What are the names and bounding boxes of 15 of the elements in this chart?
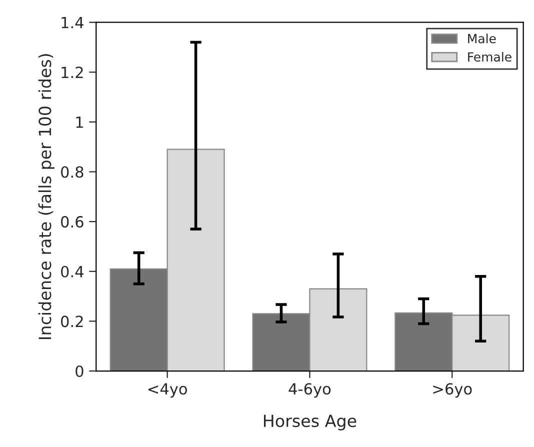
x-tick-label: <4yo: [148, 383, 187, 398]
y-tick-label: 1.2: [62, 66, 83, 78]
x-tick-label: 4-6yo: [288, 383, 331, 398]
y-tick-label: 0.8: [61, 166, 84, 178]
x-axis-title: Horses Age: [264, 414, 356, 430]
y-tick-label: 0: [76, 365, 84, 378]
y-tick-label: 0.6: [61, 216, 84, 228]
y-tick-label: 0.2: [61, 316, 83, 328]
legend-label: Male: [468, 34, 496, 44]
y-tick-label: 1: [76, 116, 83, 128]
y-tick-label: 1.4: [62, 17, 84, 28]
legend-label: Female: [468, 52, 512, 62]
y-tick-label: 0.4: [61, 266, 84, 278]
x-tick-label: >6yo: [433, 383, 472, 398]
y-axis-title: Incidence rate (falls per 100 rides): [38, 54, 54, 340]
